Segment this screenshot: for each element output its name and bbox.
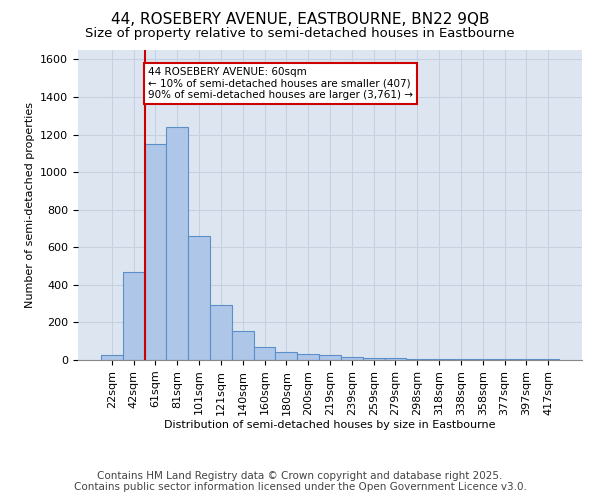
Bar <box>363 358 385 360</box>
Bar <box>145 144 166 360</box>
Bar <box>494 359 515 360</box>
Text: Size of property relative to semi-detached houses in Eastbourne: Size of property relative to semi-detach… <box>85 28 515 40</box>
Bar <box>232 331 254 360</box>
Bar <box>166 127 188 360</box>
Bar <box>450 359 472 360</box>
Bar <box>188 236 210 360</box>
Bar <box>472 359 494 360</box>
Bar <box>101 356 123 360</box>
Bar <box>385 358 406 360</box>
Bar <box>254 347 275 360</box>
Text: 44, ROSEBERY AVENUE, EASTBOURNE, BN22 9QB: 44, ROSEBERY AVENUE, EASTBOURNE, BN22 9Q… <box>111 12 489 28</box>
X-axis label: Distribution of semi-detached houses by size in Eastbourne: Distribution of semi-detached houses by … <box>164 420 496 430</box>
Bar <box>341 357 363 360</box>
Bar <box>428 359 450 360</box>
Bar <box>319 355 341 360</box>
Bar <box>210 304 232 360</box>
Bar <box>275 352 297 360</box>
Y-axis label: Number of semi-detached properties: Number of semi-detached properties <box>25 102 35 308</box>
Bar <box>515 359 537 360</box>
Text: Contains HM Land Registry data © Crown copyright and database right 2025.
Contai: Contains HM Land Registry data © Crown c… <box>74 471 526 492</box>
Bar <box>537 359 559 360</box>
Bar <box>406 359 428 360</box>
Text: 44 ROSEBERY AVENUE: 60sqm
← 10% of semi-detached houses are smaller (407)
90% of: 44 ROSEBERY AVENUE: 60sqm ← 10% of semi-… <box>148 67 413 100</box>
Bar <box>297 354 319 360</box>
Bar <box>123 272 145 360</box>
